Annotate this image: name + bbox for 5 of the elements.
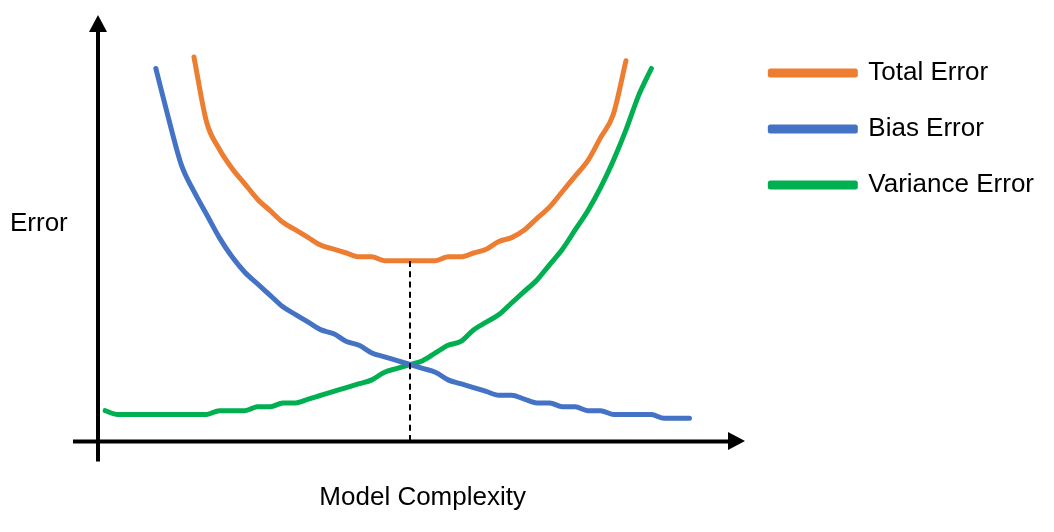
legend-label: Variance Error — [868, 168, 1035, 199]
y-axis-title: Error — [10, 206, 69, 237]
legend-label: Bias Error — [868, 112, 985, 143]
x-axis-title: Model Complexity — [319, 480, 526, 511]
legend-label: Total Error — [868, 56, 989, 87]
